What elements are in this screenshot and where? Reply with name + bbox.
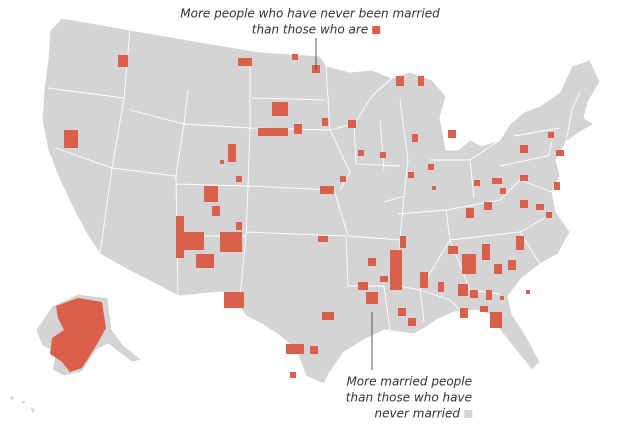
hawaii — [9, 395, 37, 415]
annotation-line: More people who have never been married — [180, 7, 440, 21]
state-borders — [47, 29, 581, 331]
highlighted-counties — [50, 54, 564, 378]
legend-swatch — [464, 410, 473, 418]
annotation-line: More married people — [346, 375, 472, 389]
annotation-line: than those who are — [252, 23, 368, 37]
annotation-line: than those who have — [346, 391, 472, 405]
lower-48 — [41, 17, 601, 385]
legend-swatch — [372, 26, 381, 34]
annotations: More people who have never been married t… — [180, 7, 473, 421]
alaska-counties — [50, 298, 106, 372]
land — [9, 17, 601, 415]
annotation-line: never married — [375, 407, 461, 421]
